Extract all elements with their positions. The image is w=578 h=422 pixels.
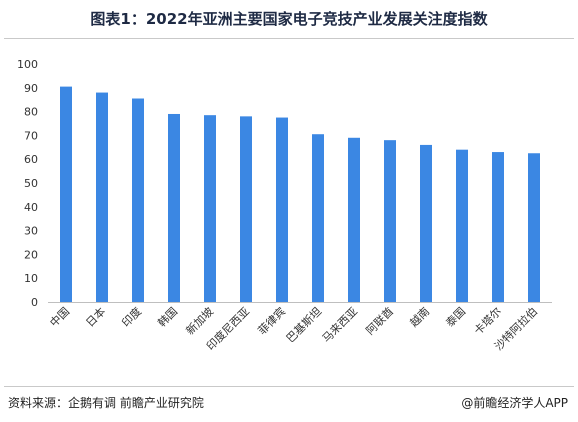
y-tick-label: 20 <box>24 248 38 261</box>
bar <box>384 140 396 302</box>
y-tick-label: 10 <box>24 272 38 285</box>
y-axis-ticks: 0 10 20 30 40 50 60 70 80 90 100 <box>17 58 38 309</box>
brand-credit: @前瞻经济学人APP <box>461 396 568 410</box>
y-tick-label: 60 <box>24 153 38 166</box>
bar-chart: 0102030405060708090100 中国 日本 印度 韩国 新加坡印度尼西亚菲… <box>17 58 552 353</box>
bar <box>492 152 504 302</box>
chart-title: 图表1：2022年亚洲主要国家电子竞技产业发展关注度指数 <box>90 10 488 28</box>
bar <box>420 144 432 302</box>
bar <box>132 98 144 302</box>
bar <box>204 115 216 302</box>
y-tick-label: 50 <box>24 177 38 190</box>
bars <box>60 86 540 302</box>
x-tick-label: 越南 <box>407 304 432 329</box>
bar <box>60 86 72 302</box>
title-divider <box>4 38 574 39</box>
bar <box>168 113 180 302</box>
x-tick-label: 新加坡 <box>183 304 216 337</box>
y-tick-label: 40 <box>24 201 38 214</box>
x-tick-label: 马来西亚 <box>320 305 360 345</box>
x-tick-label: 巴基斯坦 <box>283 304 324 345</box>
x-tick-label: 中国 <box>47 305 72 330</box>
y-tick-label: 80 <box>24 106 38 119</box>
bar <box>528 153 540 302</box>
y-tick-label: 90 <box>24 82 38 95</box>
y-tick-label: 0 <box>31 296 38 309</box>
y-tick-label: 100 <box>17 58 38 71</box>
x-tick-label: 卡塔尔 <box>472 305 505 338</box>
bar <box>240 116 252 302</box>
footer-divider <box>4 386 574 387</box>
source-note: 资料来源：企鹅有调 前瞻产业研究院 <box>8 396 204 410</box>
x-tick-label: 韩国 <box>155 304 180 329</box>
y-tick-label: 70 <box>24 129 38 142</box>
bar <box>96 92 108 302</box>
x-tick-label: 菲律宾 <box>255 304 288 337</box>
bar <box>456 149 468 302</box>
bar <box>276 117 288 302</box>
bar <box>312 134 324 302</box>
y-tick-label: 30 <box>24 225 38 238</box>
x-tick-label: 阿联酋 <box>363 304 396 337</box>
x-tick-label: 日本 <box>83 304 108 329</box>
bar <box>348 137 360 302</box>
x-tick-label: 印度 <box>119 304 144 329</box>
x-tick-label: 泰国 <box>443 304 468 329</box>
